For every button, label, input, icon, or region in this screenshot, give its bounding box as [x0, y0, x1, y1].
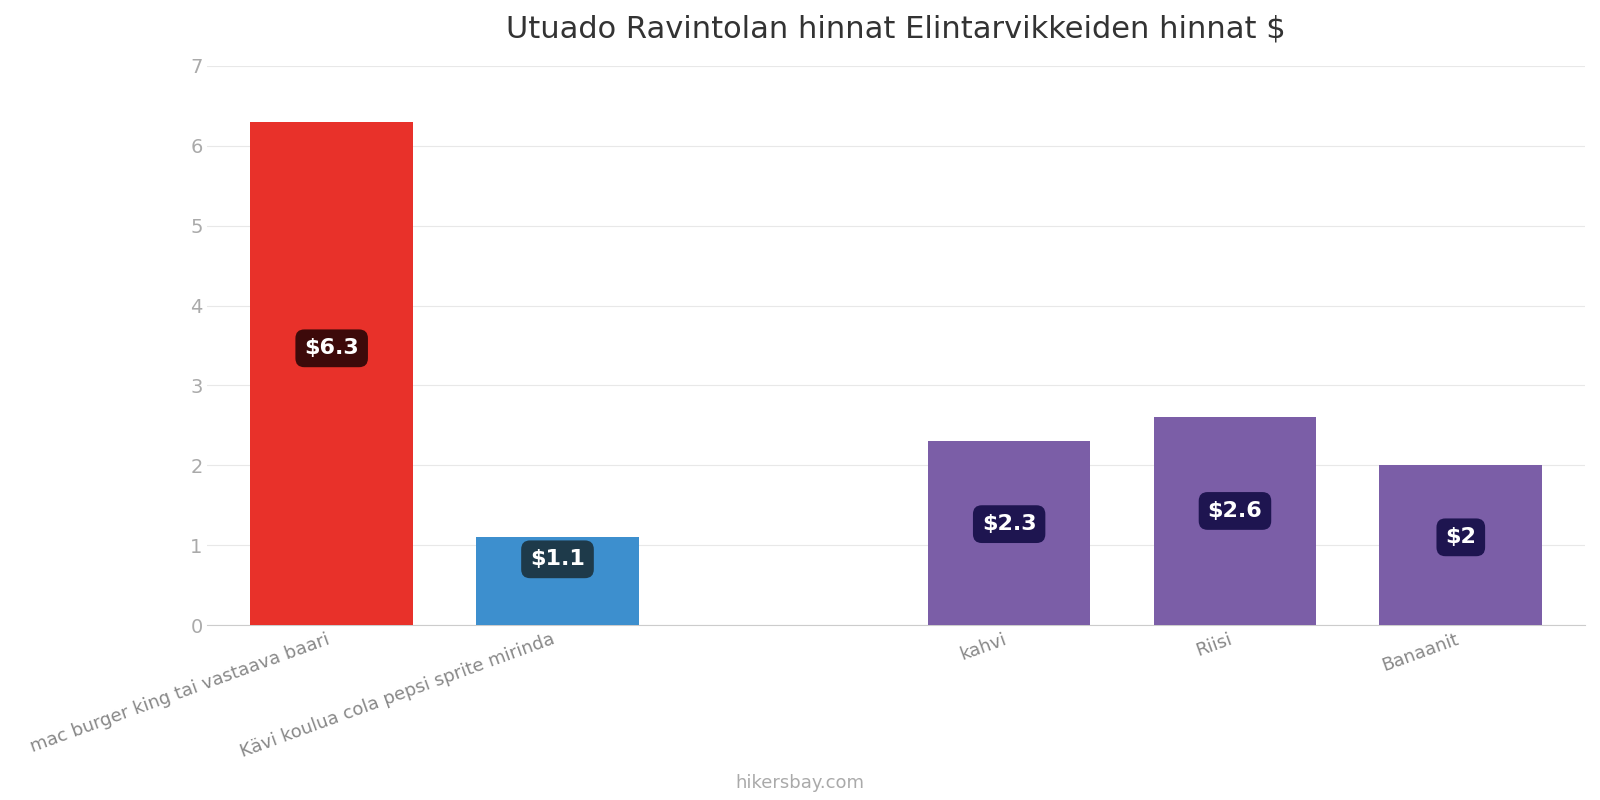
Bar	[477, 538, 638, 626]
Text: $2: $2	[1445, 527, 1477, 547]
Bar	[1379, 466, 1542, 626]
Text: $2.3: $2.3	[982, 514, 1037, 534]
Bar	[1154, 418, 1317, 626]
Text: $2.6: $2.6	[1208, 501, 1262, 521]
Bar	[928, 442, 1091, 626]
Title: Utuado Ravintolan hinnat Elintarvikkeiden hinnat $: Utuado Ravintolan hinnat Elintarvikkeide…	[507, 15, 1286, 44]
Text: $1.1: $1.1	[530, 550, 586, 570]
Text: hikersbay.com: hikersbay.com	[736, 774, 864, 792]
Bar	[250, 122, 413, 626]
Text: $6.3: $6.3	[304, 338, 358, 358]
